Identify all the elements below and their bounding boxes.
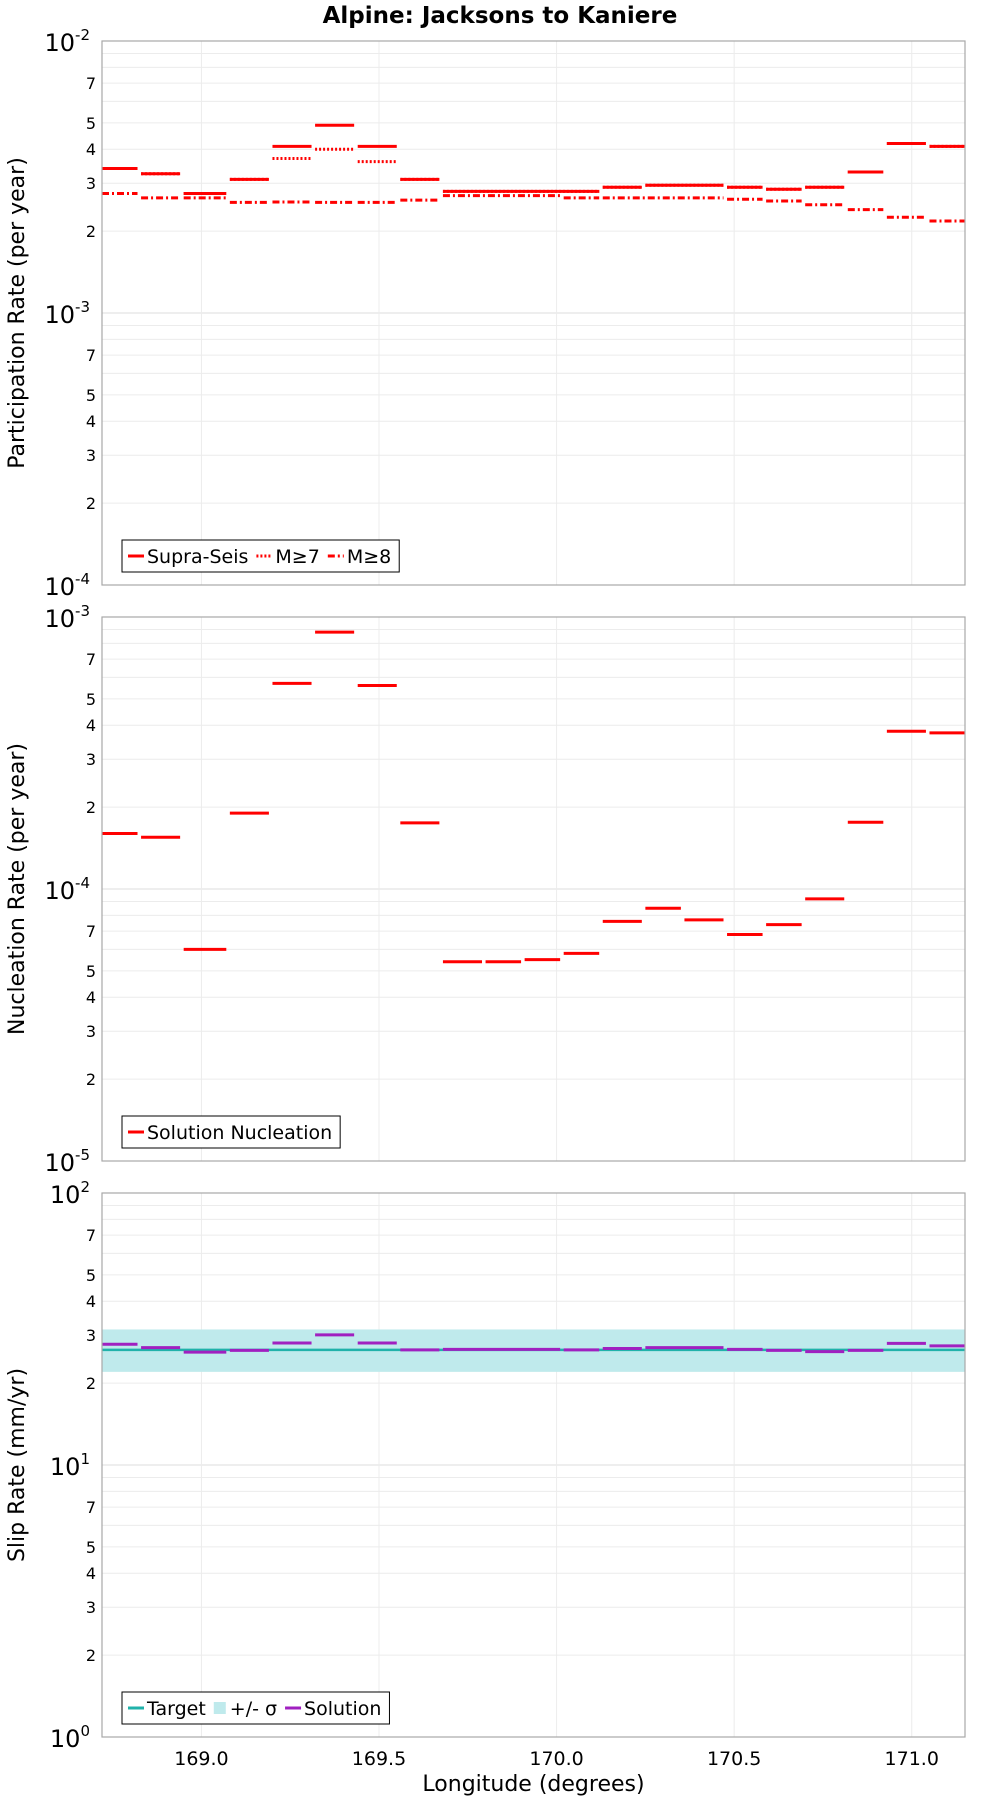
y-tick-label-decade: 10-3 [44, 602, 90, 633]
series-Solution [102, 1333, 965, 1354]
plot-frame [101, 616, 966, 1162]
y-tick-label: 3 [86, 1326, 96, 1345]
y-tick-label: 2 [86, 1070, 96, 1089]
y-axis-label: Nucleation Rate (per year) [5, 743, 30, 1035]
y-tick-label: 7 [86, 1226, 96, 1245]
y-axis-label: Participation Rate (per year) [5, 157, 30, 469]
y-tick-label: 5 [86, 962, 96, 981]
y-axis-label: Slip Rate (mm/yr) [5, 1368, 30, 1562]
y-tick-label: 2 [86, 1646, 96, 1665]
x-tick-label: 169.0 [174, 1748, 228, 1770]
y-tick-label: 2 [86, 1374, 96, 1393]
y-tick-label: 3 [86, 1022, 96, 1041]
legend-background [122, 1116, 341, 1148]
y-tick-label: 4 [86, 988, 96, 1007]
legend-box [121, 539, 400, 573]
plot-frame [101, 1192, 966, 1738]
y-tick-label: 7 [86, 1498, 96, 1517]
legend-label: Target [146, 1698, 206, 1720]
legend: Solution Nucleation [121, 1115, 341, 1149]
legend-label: M≥8 [347, 546, 391, 568]
y-tick-label-decade: 10-4 [44, 874, 90, 905]
y-tick-label: 7 [86, 74, 96, 93]
y-tick-label-decade: 10-4 [44, 570, 90, 601]
panel-3: 2 3 4 5 7 2 3 4 5 7 100 101 102 Target +/- σ Solution [50, 1178, 966, 1753]
y-tick-label: 5 [86, 1538, 96, 1557]
legend-label: M≥7 [275, 546, 319, 568]
y-tick-label: 3 [86, 446, 96, 465]
panel-1: 2 3 4 5 7 2 3 4 5 7 10-4 10-3 10-2 Supra-Seis M≥7 M≥8 [44, 26, 966, 601]
y-tick-label: 5 [86, 114, 96, 133]
y-tick-label-decade: 101 [50, 1450, 90, 1481]
legend-box [121, 1691, 390, 1725]
y-tick-label-decade: 10-5 [44, 1146, 90, 1177]
y-tick-label: 3 [86, 1598, 96, 1617]
series-M≥7 [102, 141, 965, 196]
y-tick-label: 5 [86, 1266, 96, 1285]
y-tick-label: 2 [86, 222, 96, 241]
legend-label: Supra-Seis [147, 546, 248, 568]
legend-swatch [213, 1702, 226, 1714]
x-tick-label: 170.5 [707, 1748, 761, 1770]
y-tick-label: 7 [86, 346, 96, 365]
series-Solution Nucleation [102, 630, 965, 964]
x-tick-label: 171.0 [885, 1748, 939, 1770]
legend-label: Solution Nucleation [147, 1122, 332, 1144]
y-tick-label: 7 [86, 650, 96, 669]
y-tick-label: 4 [86, 140, 96, 159]
y-tick-label: 2 [86, 798, 96, 817]
y-tick-label: 2 [86, 494, 96, 513]
y-tick-label-decade: 100 [50, 1722, 90, 1753]
legend-label: Solution [304, 1698, 381, 1720]
panel-2: 2 3 4 5 7 2 3 4 5 7 10-5 10-4 10-3 Solution Nucleatio… [44, 602, 966, 1177]
x-axis-label: Longitude (degrees) [422, 1772, 644, 1797]
y-tick-label: 7 [86, 922, 96, 941]
chart-title: Alpine: Jacksons to Kaniere [323, 3, 678, 29]
y-tick-label-decade: 102 [50, 1178, 90, 1209]
y-tick-label-decade: 10-3 [44, 298, 90, 329]
x-tick-label: 170.0 [529, 1748, 583, 1770]
y-tick-label: 3 [86, 174, 96, 193]
y-tick-label: 5 [86, 386, 96, 405]
legend-background [122, 1692, 390, 1724]
plot-frame [101, 40, 966, 586]
y-tick-label: 4 [86, 1292, 96, 1311]
legend: Supra-Seis M≥7 M≥8 [121, 539, 400, 573]
y-tick-label: 4 [86, 412, 96, 431]
y-tick-label-decade: 10-2 [44, 26, 90, 57]
y-tick-label: 4 [86, 716, 96, 735]
y-tick-label: 5 [86, 690, 96, 709]
series-M≥8 [102, 192, 965, 223]
legend: Target +/- σ Solution [121, 1691, 390, 1725]
y-tick-label: 3 [86, 750, 96, 769]
legend-label: +/- σ [230, 1698, 277, 1720]
legend-box [121, 1115, 341, 1149]
y-tick-label: 4 [86, 1564, 96, 1583]
x-tick-label: 169.5 [352, 1748, 406, 1770]
